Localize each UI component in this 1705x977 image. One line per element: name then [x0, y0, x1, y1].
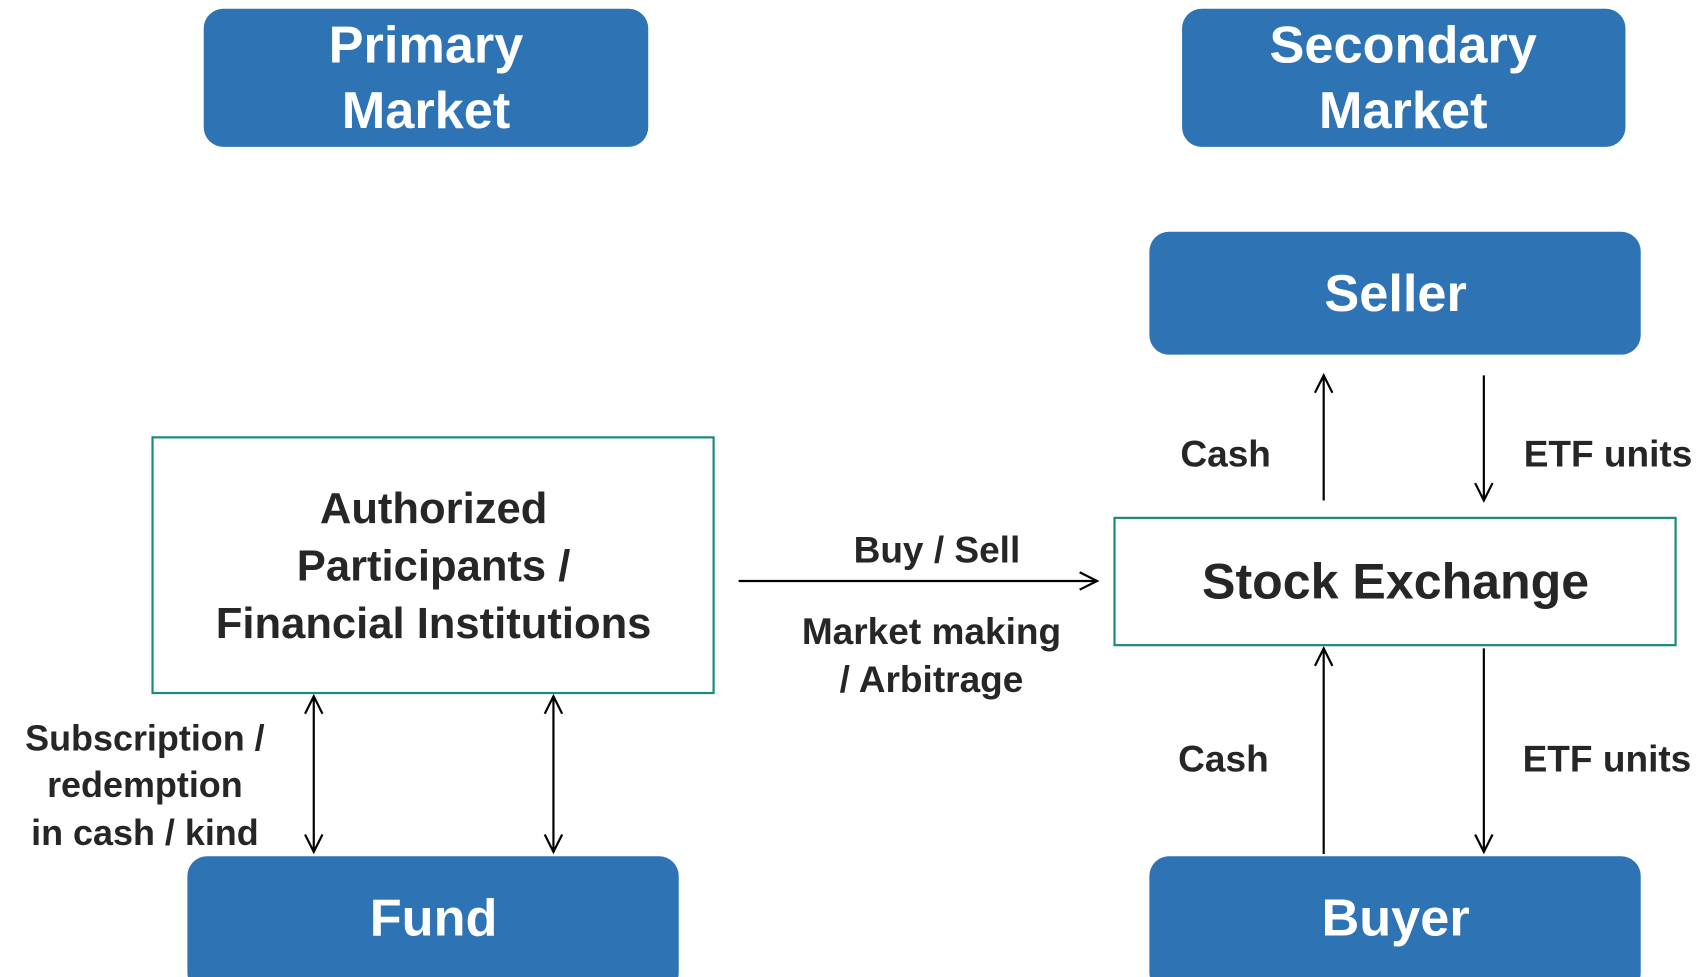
edge-label: Cash	[1178, 737, 1269, 779]
buyer-box	[1149, 856, 1641, 977]
ap-label: Participants /	[297, 543, 571, 591]
secondary-header: Market	[1319, 82, 1488, 140]
primary-header: Primary	[329, 17, 524, 75]
buyer-label: Buyer	[1321, 889, 1469, 947]
edge-label: ETF units	[1523, 737, 1692, 779]
edge-label: Market making	[802, 610, 1061, 652]
ap-label: Financial Institutions	[216, 600, 652, 648]
edge-label: in cash / kind	[31, 812, 259, 853]
primary-header: Market	[342, 82, 511, 140]
edge-label: Cash	[1180, 433, 1271, 475]
fund-box	[187, 856, 679, 977]
stock-exchange-label: Stock Exchange	[1202, 554, 1589, 610]
seller-box	[1149, 231, 1641, 355]
seller-label: Seller	[1324, 265, 1466, 323]
secondary-header: Secondary	[1270, 17, 1537, 75]
primary-header-box	[203, 8, 649, 147]
edge-label: ETF units	[1524, 433, 1693, 475]
edge-label: Subscription /	[25, 717, 265, 758]
edge-label: Buy / Sell	[854, 528, 1021, 570]
edge-label: redemption	[47, 764, 243, 805]
edge-label: / Arbitrage	[840, 658, 1024, 700]
ap-box	[151, 436, 715, 695]
fund-label: Fund	[370, 889, 498, 947]
stock-exchange-box	[1113, 516, 1677, 647]
secondary-header-box	[1182, 8, 1626, 147]
ap-label: Authorized	[320, 485, 547, 533]
